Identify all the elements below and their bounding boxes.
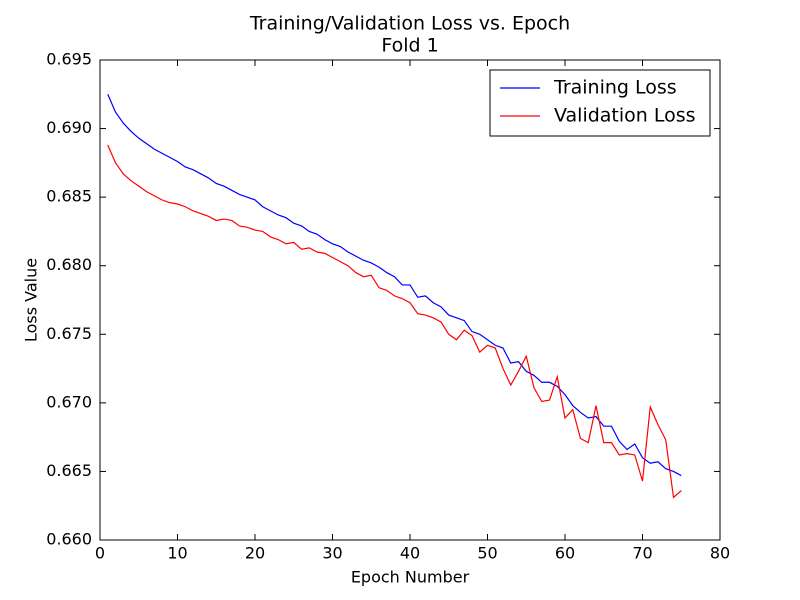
y-tick-label: 0.665 <box>46 461 92 480</box>
y-tick-label: 0.680 <box>46 255 92 274</box>
line-series <box>107 94 682 477</box>
x-tick-label: 40 <box>400 544 420 563</box>
x-tick-label: 80 <box>710 544 730 563</box>
x-tick-label: 10 <box>167 544 187 563</box>
y-tick-label: 0.685 <box>46 187 92 206</box>
legend-label: Training Loss <box>553 77 677 99</box>
chart-title: Training/Validation Loss vs. Epoch <box>249 13 570 35</box>
x-axis-label: Epoch Number <box>351 568 470 587</box>
line-series <box>107 144 682 499</box>
x-tick-label: 30 <box>322 544 342 563</box>
y-axis-label: Loss Value <box>22 258 41 342</box>
y-tick-label: 0.670 <box>46 392 92 411</box>
x-tick-label: 50 <box>477 544 497 563</box>
y-tick-label: 0.675 <box>46 324 92 343</box>
chart-subtitle: Fold 1 <box>381 35 438 57</box>
y-tick-label: 0.690 <box>46 118 92 137</box>
x-tick-label: 20 <box>245 544 265 563</box>
x-tick-label: 60 <box>555 544 575 563</box>
y-tick-label: 0.695 <box>46 50 92 69</box>
plot-frame <box>99 59 721 541</box>
x-tick-label: 0 <box>95 544 105 563</box>
legend-box <box>489 69 711 137</box>
legend-label: Validation Loss <box>554 105 696 127</box>
x-tick-label: 70 <box>632 544 652 563</box>
y-tick-label: 0.660 <box>46 530 92 549</box>
